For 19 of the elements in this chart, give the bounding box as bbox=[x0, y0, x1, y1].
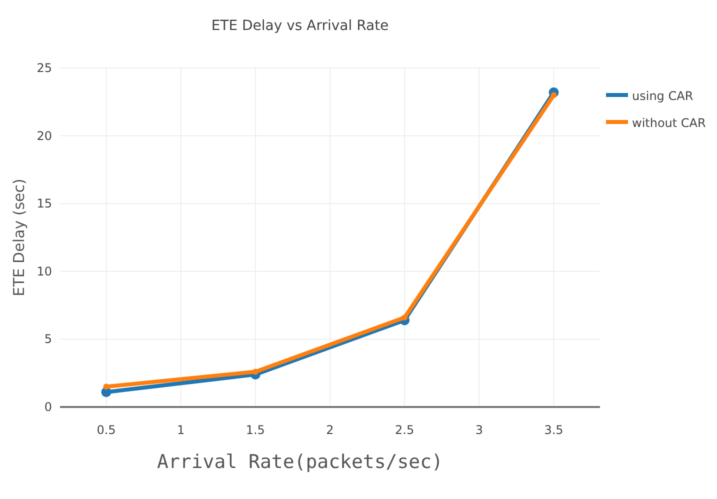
y-tick-label: 25 bbox=[36, 61, 52, 75]
chart-title: ETE Delay vs Arrival Rate bbox=[211, 18, 389, 34]
point bbox=[103, 384, 110, 390]
y-tick-label: 5 bbox=[44, 332, 52, 346]
legend-label: without CAR bbox=[632, 116, 706, 130]
x-tick-label: 3 bbox=[475, 423, 483, 437]
legend-label: using CAR bbox=[632, 89, 694, 103]
x-tick-label: 3.5 bbox=[544, 423, 564, 437]
x-tick-label: 2 bbox=[326, 423, 334, 437]
x-axis-title: Arrival Rate(packets/sec) bbox=[157, 451, 443, 473]
y-axis-title: ETE Delay (sec) bbox=[10, 178, 28, 296]
y-tick-label: 15 bbox=[36, 196, 52, 211]
x-tick-label: 2.5 bbox=[395, 423, 414, 437]
y-tick-label: 10 bbox=[36, 264, 52, 278]
y-tick-label: 20 bbox=[36, 128, 52, 143]
x-tick-label: 1 bbox=[177, 423, 185, 437]
x-tick-label: 0.5 bbox=[96, 423, 116, 437]
y-tick-label: 0 bbox=[44, 400, 52, 414]
x-tick-label: 1.5 bbox=[246, 423, 265, 437]
